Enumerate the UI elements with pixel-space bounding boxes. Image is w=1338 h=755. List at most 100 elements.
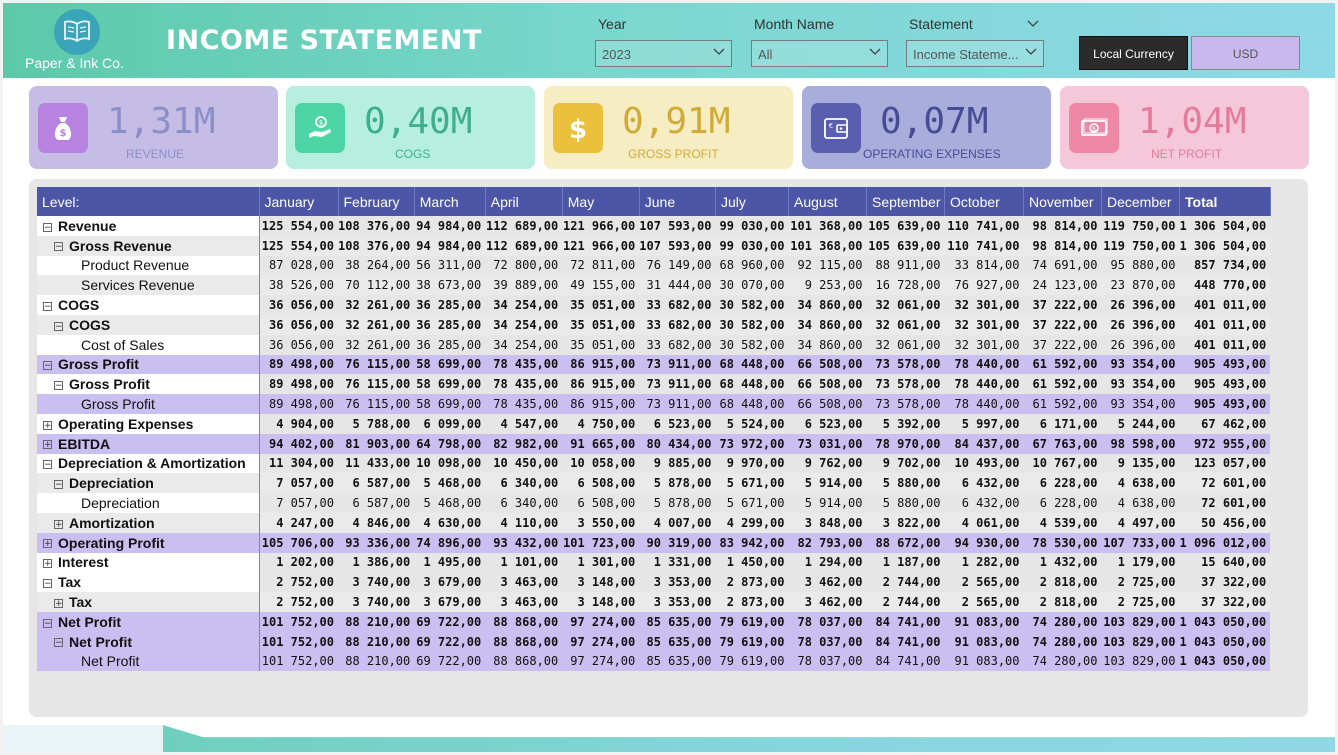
total-cell: 123 057,00 (1193, 456, 1267, 471)
value-cell: 9 135,00 (1117, 456, 1176, 471)
value-cell: 5 880,00 (882, 496, 941, 511)
value-cell: 32 261,00 (338, 314, 415, 335)
column-header[interactable]: February (338, 187, 415, 216)
collapse-icon[interactable]: − (43, 618, 52, 629)
value-cell: 6 523,00 (804, 416, 863, 431)
collapse-icon[interactable]: − (54, 321, 63, 332)
value-cell: 10 767,00 (1032, 456, 1098, 471)
column-header[interactable]: July (715, 187, 789, 216)
value-cell: 34 860,00 (797, 298, 863, 313)
value-cell: 94 930,00 (944, 532, 1024, 553)
value-cell: 9 885,00 (653, 456, 712, 471)
collapse-icon[interactable]: − (54, 480, 63, 491)
matrix-header-row: Level: January February March April May June Ju… (37, 187, 1271, 216)
kpi-card-net-profit: $ 1,04M NET PROFIT (1060, 86, 1309, 169)
total-cell: 972 955,00 (1179, 433, 1271, 454)
collapse-icon[interactable]: − (43, 222, 52, 233)
statement-filter-dropdown[interactable]: Income Stateme... (906, 40, 1044, 67)
value-cell: 69 722,00 (414, 651, 486, 672)
collapse-icon[interactable]: − (43, 579, 52, 590)
collapse-icon[interactable]: − (43, 460, 52, 471)
money-bag-icon-badge: $ (38, 103, 88, 153)
value-cell: 99 030,00 (719, 218, 785, 233)
column-header[interactable]: November (1023, 187, 1102, 216)
value-cell: 78 435,00 (485, 354, 563, 375)
value-cell: 6 171,00 (1039, 416, 1098, 431)
value-cell: 2 873,00 (726, 575, 785, 590)
expand-icon[interactable]: + (43, 440, 52, 451)
svg-text:$: $ (319, 119, 323, 127)
expand-icon[interactable]: + (43, 420, 52, 431)
value-cell: 88 210,00 (338, 611, 415, 632)
year-filter-value: 2023 (602, 47, 631, 62)
value-cell: 3 353,00 (639, 592, 716, 612)
value-cell: 37 222,00 (1032, 337, 1098, 352)
money-bag-icon: $ (54, 117, 72, 140)
value-cell: 74 896,00 (414, 532, 486, 553)
kpi-label: REVENUE (126, 147, 185, 161)
column-header[interactable]: May (562, 187, 640, 216)
table-row: Net Profit 101 752,00 88 210,00 69 722,00 88… (37, 651, 1271, 672)
column-header[interactable]: September (866, 187, 945, 216)
expand-icon[interactable]: + (54, 598, 63, 609)
value-cell: 88 868,00 (485, 651, 563, 672)
column-header[interactable]: March (414, 187, 486, 216)
value-cell: 4 007,00 (639, 512, 716, 533)
value-cell: 1 187,00 (882, 555, 941, 570)
row-label-cell: + Tax (37, 592, 260, 612)
value-cell: 1 331,00 (653, 555, 712, 570)
expand-icon[interactable]: + (43, 539, 52, 550)
column-header[interactable]: October (944, 187, 1024, 216)
month-filter-dropdown[interactable]: All (751, 40, 888, 67)
expand-icon[interactable]: + (54, 519, 63, 530)
kpi-value: 1,04M (1138, 101, 1247, 142)
chevron-down-icon (713, 48, 725, 55)
column-header[interactable]: August (788, 187, 867, 216)
row-label: Depreciation (81, 495, 160, 512)
collapse-icon[interactable]: − (54, 242, 63, 253)
usd-button[interactable]: USD (1191, 36, 1300, 70)
column-header[interactable]: June (639, 187, 717, 216)
value-cell: 74 280,00 (1023, 651, 1102, 672)
column-header-level[interactable]: Level: (37, 187, 260, 216)
value-cell: 83 942,00 (715, 532, 789, 553)
kpi-label: COGS (395, 147, 431, 161)
chevron-down-icon[interactable] (1027, 20, 1039, 28)
value-cell: 91 083,00 (944, 651, 1024, 672)
value-cell: 1 282,00 (961, 555, 1020, 570)
month-filter-label: Month Name (754, 16, 835, 32)
column-header[interactable]: January (259, 187, 339, 216)
value-cell: 4 630,00 (414, 512, 486, 533)
svg-text:$: $ (569, 115, 587, 142)
column-header[interactable]: April (485, 187, 563, 216)
row-label: Gross Profit (58, 356, 139, 373)
value-cell: 105 639,00 (868, 218, 941, 233)
value-cell: 76 115,00 (338, 394, 415, 414)
value-cell: 110 741,00 (944, 235, 1024, 256)
collapse-icon[interactable]: − (54, 381, 63, 392)
local-currency-button[interactable]: Local Currency (1079, 36, 1188, 70)
value-cell: 30 070,00 (715, 275, 789, 296)
value-cell: 73 031,00 (788, 433, 867, 454)
column-header[interactable]: December (1101, 187, 1180, 216)
collapse-icon[interactable]: − (43, 301, 52, 312)
value-cell: 101 368,00 (788, 235, 867, 256)
value-cell: 112 689,00 (486, 218, 559, 233)
open-book-icon (64, 20, 90, 42)
collapse-icon[interactable]: − (43, 361, 52, 372)
table-row: + EBITDA 94 402,00 81 903,00 64 798,00 82 982… (37, 433, 1271, 454)
value-cell: 1 101,00 (500, 555, 559, 570)
column-header[interactable]: Total (1179, 187, 1271, 216)
value-cell: 98 814,00 (1032, 218, 1098, 233)
year-filter-dropdown[interactable]: 2023 (595, 40, 732, 67)
table-row: Services Revenue 38 526,00 70 112,00 38 673… (37, 275, 1271, 296)
row-label: Gross Profit (69, 376, 150, 393)
expand-icon[interactable]: + (43, 559, 52, 570)
value-cell: 4 846,00 (338, 512, 415, 533)
collapse-icon[interactable]: − (54, 638, 63, 649)
value-cell: 5 392,00 (882, 416, 941, 431)
row-label-cell: + Interest (37, 552, 260, 573)
value-cell: 36 056,00 (259, 314, 338, 335)
kpi-label: GROSS PROFIT (628, 147, 719, 161)
svg-text:$: $ (60, 128, 67, 139)
